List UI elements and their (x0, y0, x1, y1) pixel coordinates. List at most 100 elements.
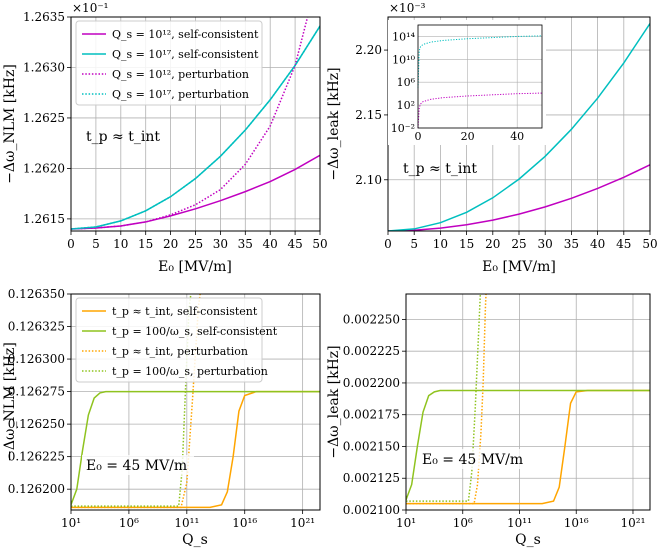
y-tick-label: 1.2615 (23, 212, 65, 226)
x-tick-label: 10¹ (396, 516, 416, 530)
legend-box (75, 20, 263, 106)
panel-c: 10¹ 10⁶ 10¹¹ 10¹⁶ 10²¹ 0.126200 0.126225 0.1262… (2, 287, 321, 548)
x-tick-label: 10⁶ (119, 516, 139, 530)
x-tick-label: 15 (459, 237, 474, 251)
x-tick-label: 10 (113, 237, 128, 251)
x-tick-label: 45 (616, 237, 631, 251)
y-tick-label: 0.126225 (8, 450, 65, 464)
x-axis-label: Q_s (515, 532, 541, 548)
series-line-2 (406, 389, 650, 501)
x-tick-label: 40 (263, 237, 278, 251)
y-tick-label: 0.126300 (8, 352, 65, 366)
series-line-3 (406, 294, 487, 505)
y-tick-label: 0.002175 (343, 408, 400, 422)
panel-d: 10¹ 10⁶ 10¹¹ 10¹⁶ 10²¹ 0.002100 0.002125 0.0021… (326, 293, 651, 548)
x-tick-label: 30 (538, 237, 553, 251)
x-tick-label: 45 (287, 237, 302, 251)
x-tick-label: 10¹ (61, 516, 81, 530)
inset-y-tick-label: 10¹⁴ (392, 30, 415, 43)
legend-label: Q_s = 10¹², self-consistent (112, 28, 259, 41)
y-tick-label: 0.002200 (343, 376, 400, 390)
axes-frame (70, 293, 321, 511)
legend-label: Q_s = 10¹², perturbation (112, 68, 249, 81)
y-tick-label: 0.126200 (8, 482, 65, 496)
x-tick-label: 10 (433, 237, 448, 251)
x-tick-label: 5 (410, 237, 418, 251)
legend-label: Q_s = 10¹⁷, perturbation (112, 88, 249, 101)
y-tick-label: 1.2620 (23, 161, 65, 175)
series-line-2 (71, 390, 320, 506)
x-tick-label: 0 (67, 237, 75, 251)
x-tick-label: 5 (92, 237, 100, 251)
x-tick-label: 10¹⁶ (232, 516, 257, 530)
x-tick-label: 25 (188, 237, 203, 251)
annotation-text: E₀ = 45 MV/m (86, 458, 187, 474)
annotation-bg (418, 449, 530, 469)
x-axis-label: Q_s (182, 532, 208, 548)
x-tick-label: 10²¹ (290, 516, 315, 530)
inset-frame (417, 24, 543, 129)
inset-y-tick-label: 10⁶ (397, 76, 416, 89)
x-tick-label: 30 (213, 237, 228, 251)
series-line-1 (388, 164, 650, 231)
legend-label: t_p = 100/ω_s, self-consistent (112, 325, 278, 338)
y-axis-label: −Δω_NLM [kHz] (2, 64, 18, 184)
x-tick-label: 25 (511, 237, 526, 251)
x-axis-label: E₀ [MV/m] (482, 259, 556, 275)
axis-exponent-label: ×10⁻³ (389, 1, 426, 15)
inset-series-line-1 (417, 92, 543, 129)
inset-y-tick-label: 10⁻² (391, 122, 415, 135)
x-tick-label: 10¹¹ (507, 516, 532, 530)
series-line-1 (71, 390, 320, 509)
y-tick-label: 0.002225 (343, 344, 400, 358)
y-tick-label: 0.002150 (343, 439, 400, 453)
x-tick-label: 10¹¹ (174, 516, 199, 530)
x-tick-label: 50 (642, 237, 657, 251)
legend-label: t_p = 100/ω_s, perturbation (112, 365, 268, 378)
y-tick-label: 0.126275 (8, 385, 65, 399)
panel-b: 0 5 10 15 20 25 30 35 40 45 50 2.10 2.15 2.20 E₀ [MV/m… (326, 1, 658, 275)
legend-label: Q_s = 10¹⁷, self-consistent (112, 48, 259, 61)
y-tick-label: 0.126325 (8, 320, 65, 334)
panel-a: 0 5 10 15 20 25 30 35 40 45 50 1.2615 1.2620 1.2625 1.… (2, 1, 328, 275)
axes-frame (405, 293, 651, 511)
x-tick-label: 0 (384, 237, 392, 251)
y-tick-label: 1.2630 (23, 60, 65, 74)
x-tick-label: 15 (138, 237, 153, 251)
y-tick-label: 1.2625 (23, 111, 65, 125)
annotation-bg (82, 455, 194, 475)
annotation-text: t_p ≈ t_int (86, 129, 160, 145)
x-tick-label: 20 (163, 237, 178, 251)
x-tick-label: 10⁶ (453, 516, 473, 530)
inset-y-tick-label: 10¹⁰ (392, 53, 415, 66)
y-tick-label: 0.002250 (343, 312, 400, 326)
y-tick-label: 2.15 (355, 108, 382, 122)
y-tick-label: 0.002100 (343, 503, 400, 517)
y-axis-label: −Δω_NLM [kHz] (2, 342, 18, 462)
y-tick-label: 2.20 (355, 43, 382, 57)
inset-series-line-2 (417, 35, 543, 88)
series-line-2 (71, 25, 320, 230)
x-tick-label: 10¹⁶ (564, 516, 589, 530)
x-axis-label: E₀ [MV/m] (158, 259, 232, 275)
y-axis-label: −Δω_leak [kHz] (326, 345, 342, 458)
legend-label: t_p ≈ t_int, perturbation (112, 345, 248, 358)
axis-exponent-label: ×10⁻¹ (72, 1, 108, 15)
x-tick-label: 35 (564, 237, 579, 251)
x-tick-label: 50 (312, 237, 327, 251)
series-line-1 (406, 389, 650, 505)
series-line-2 (388, 23, 650, 231)
y-tick-label: 1.2635 (23, 10, 65, 24)
annotation-text: E₀ = 45 MV/m (422, 452, 523, 468)
legend-box (75, 297, 263, 383)
x-tick-label: 20 (485, 237, 500, 251)
inset-x-tick-label: 20 (461, 130, 475, 143)
y-tick-label: 0.126250 (8, 417, 65, 431)
annotation-text: t_p ≈ t_int (403, 161, 477, 177)
inset-x-tick-label: 40 (510, 130, 524, 143)
series-line-1 (71, 154, 320, 230)
y-tick-label: 2.10 (355, 173, 382, 187)
inset-y-tick-label: 10² (397, 99, 415, 112)
y-tick-label: 0.002125 (343, 471, 400, 485)
